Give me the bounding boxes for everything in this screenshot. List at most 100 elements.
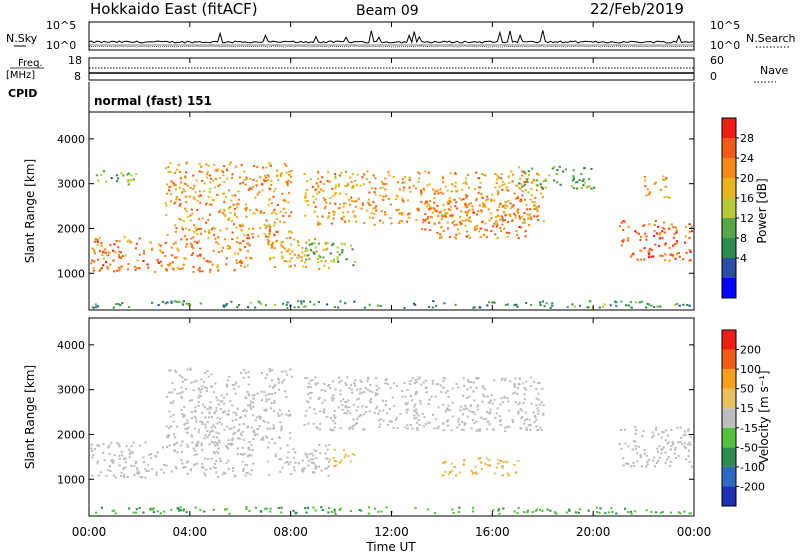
- echo-cell: [602, 305, 605, 308]
- echo-cell: [197, 404, 200, 407]
- echo-cell: [425, 200, 428, 203]
- echo-cell: [345, 193, 348, 196]
- echo-cell: [366, 209, 369, 212]
- echo-cell: [248, 187, 251, 190]
- echo-cell: [449, 209, 452, 212]
- echo-cell: [238, 248, 241, 251]
- echo-cell: [276, 204, 279, 206]
- echo-cell: [230, 199, 233, 202]
- echo-cell: [208, 443, 211, 446]
- echo-cell: [465, 196, 468, 199]
- echo-cell: [234, 194, 237, 197]
- echo-cell: [422, 425, 425, 428]
- echo-cell: [273, 221, 276, 224]
- echo-cell: [498, 415, 501, 418]
- echo-cell: [112, 474, 116, 477]
- echo-cell: [264, 226, 267, 229]
- echo-cell: [627, 225, 630, 228]
- echo-cell: [457, 417, 460, 420]
- echo-cell: [314, 412, 317, 415]
- echo-cell: [277, 179, 280, 182]
- echo-cell: [622, 238, 625, 241]
- echo-cell: [120, 172, 123, 175]
- echo-cell: [212, 391, 215, 394]
- echo-cell: [346, 184, 350, 187]
- echo-cell: [238, 423, 241, 426]
- echo-cell: [386, 424, 389, 427]
- echo-cell: [668, 465, 671, 468]
- echo-cell: [186, 431, 189, 434]
- echo-cell: [418, 177, 421, 180]
- echo-cell: [192, 174, 195, 177]
- echo-cell: [246, 425, 249, 428]
- echo-cell: [429, 205, 432, 208]
- echo-cell: [316, 215, 319, 218]
- echo-cell: [210, 457, 213, 460]
- echo-cell: [293, 253, 297, 256]
- echo-cell: [297, 300, 300, 303]
- echo-cell: [418, 423, 421, 426]
- echo-cell: [677, 454, 680, 457]
- echo-cell: [288, 414, 291, 417]
- colorbar-tick-label: 28: [740, 132, 754, 145]
- echo-cell: [483, 173, 486, 176]
- echo-cell: [168, 444, 171, 447]
- echo-cell: [442, 215, 445, 218]
- echo-cell: [235, 414, 238, 417]
- echo-cell: [684, 235, 687, 238]
- echo-cell: [427, 403, 430, 405]
- echo-cell: [118, 256, 121, 259]
- echo-cell: [208, 231, 211, 234]
- echo-cell: [180, 450, 183, 453]
- echo-cell: [223, 209, 226, 212]
- echo-cell: [307, 239, 311, 242]
- echo-cell: [658, 456, 661, 459]
- echo-cell: [179, 444, 182, 447]
- echo-cell: [505, 426, 509, 428]
- echo-cell: [240, 229, 243, 232]
- echo-cell: [283, 247, 287, 250]
- echo-cell: [245, 410, 248, 412]
- echo-cell: [217, 242, 220, 245]
- echo-cell: [477, 457, 480, 460]
- echo-cell: [437, 425, 440, 428]
- echo-cell: [310, 392, 313, 394]
- echo-cell: [263, 391, 266, 394]
- echo-cell: [448, 409, 451, 412]
- echo-cell: [542, 220, 545, 223]
- echo-cell: [252, 397, 255, 400]
- echo-cell: [227, 443, 230, 446]
- echo-cell: [127, 178, 130, 181]
- echo-cell: [673, 243, 676, 246]
- echo-cell: [653, 465, 656, 468]
- echo-cell: [144, 476, 147, 479]
- echo-cell: [280, 171, 283, 174]
- echo-cell: [422, 187, 425, 190]
- echo-cell: [203, 510, 206, 513]
- echo-cell: [487, 464, 490, 466]
- echo-cell: [403, 306, 406, 309]
- echo-cell: [437, 406, 440, 409]
- echo-cell: [424, 228, 427, 231]
- echo-cell: [458, 216, 462, 218]
- echo-cell: [508, 474, 511, 477]
- echo-cell: [661, 511, 664, 513]
- echo-cell: [620, 221, 623, 224]
- echo-cell: [656, 447, 659, 450]
- echo-cell: [529, 217, 533, 220]
- echo-cell: [506, 472, 509, 475]
- echo-cell: [431, 413, 434, 416]
- echo-cell: [266, 179, 270, 182]
- echo-cell: [288, 173, 291, 176]
- echo-cell: [673, 448, 677, 451]
- echo-cell: [347, 399, 350, 402]
- echo-cell: [337, 260, 340, 263]
- echo-cell: [388, 174, 391, 177]
- echo-cell: [247, 446, 250, 449]
- colorbar-segment: [722, 178, 736, 198]
- echo-cell: [335, 464, 338, 467]
- echo-cell: [304, 377, 307, 380]
- echo-cell: [506, 235, 509, 238]
- echo-cell: [501, 180, 504, 183]
- echo-cell: [527, 174, 530, 176]
